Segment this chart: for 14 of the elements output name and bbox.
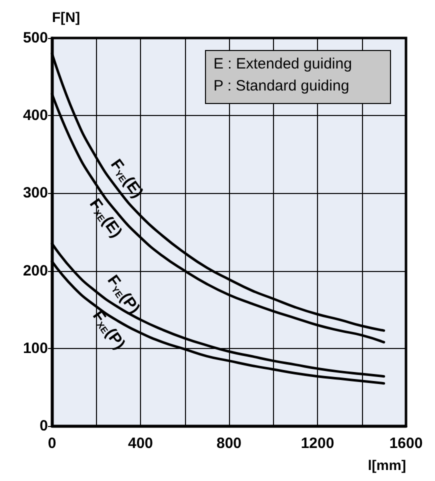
x-tick-label: 1600 bbox=[389, 435, 423, 452]
y-tick-label: 400 bbox=[22, 107, 48, 124]
annotation: E : Extended guiding bbox=[214, 56, 352, 72]
y-tick-label: 500 bbox=[22, 30, 48, 46]
y-tick-label: 100 bbox=[22, 340, 48, 357]
y-axis-title: F[N] bbox=[52, 9, 80, 25]
y-tick-label: 300 bbox=[22, 184, 48, 202]
y-tick-label: 200 bbox=[22, 262, 48, 280]
x-tick-label: 1200 bbox=[300, 435, 334, 452]
annotation: P : Standard guiding bbox=[214, 78, 350, 94]
x-axis-title: l[mm] bbox=[368, 457, 406, 473]
x-tick-label: 800 bbox=[216, 435, 242, 452]
y-tick-label: 0 bbox=[40, 418, 48, 434]
x-tick-label: 400 bbox=[128, 435, 154, 452]
